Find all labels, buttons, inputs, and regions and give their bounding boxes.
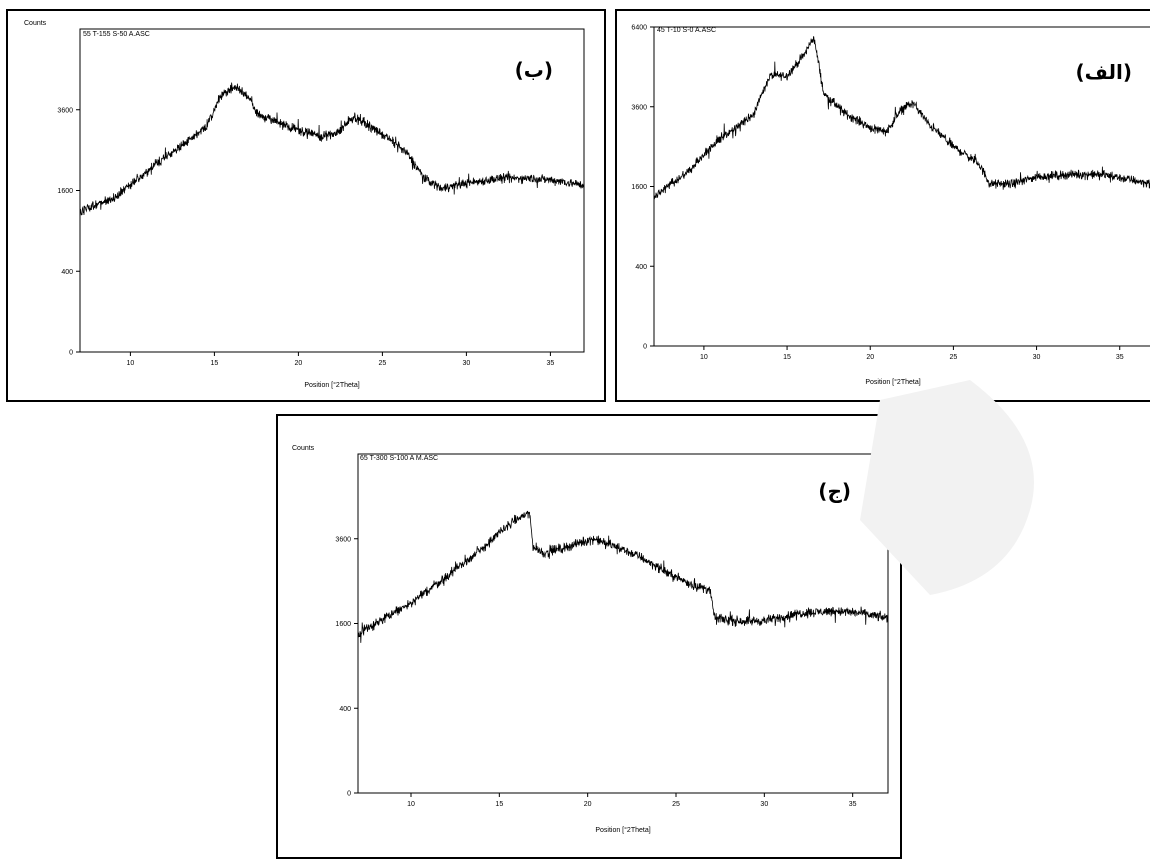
x-tick-label: 35 — [1116, 354, 1124, 361]
x-tick-label: 35 — [849, 801, 857, 808]
x-tick-label: 25 — [379, 360, 387, 367]
file-label: 65 T-300 S-100 A M.ASC — [360, 455, 438, 462]
xrd-series-line — [79, 82, 585, 219]
x-axis-label: Position [°2Theta] — [865, 378, 920, 386]
x-tick-label: 10 — [127, 360, 135, 367]
chart-panel-b: Counts Position [°2Theta] 55 T-155 S-50 … — [6, 9, 606, 402]
file-label: 55 T-155 S-50 A.ASC — [83, 31, 150, 38]
x-tick-label: 20 — [295, 360, 303, 367]
x-axis-label: Position [°2Theta] — [595, 826, 650, 834]
y-tick-label: 400 — [339, 706, 351, 713]
chart-svg-b: Counts Position [°2Theta] 55 T-155 S-50 … — [24, 20, 585, 389]
x-tick-label: 20 — [584, 801, 592, 808]
x-tick-label: 20 — [866, 354, 874, 361]
y-tick-label: 0 — [347, 791, 351, 798]
x-tick-label: 10 — [700, 354, 708, 361]
chart-panel-alef: 45 T-10 S-0 A.ASC Position [°2Theta] (ال… — [615, 9, 1150, 402]
x-tick-label: 10 — [407, 801, 415, 808]
x-tick-label: 25 — [950, 354, 958, 361]
y-tick-label: 3600 — [57, 107, 73, 114]
y-tick-label: 400 — [635, 264, 647, 271]
x-tick-label: 35 — [547, 360, 555, 367]
panel-label: (ج) — [818, 479, 851, 503]
x-tick-label: 30 — [760, 801, 768, 808]
x-tick-label: 15 — [211, 360, 219, 367]
file-label: 45 T-10 S-0 A.ASC — [657, 27, 716, 34]
xrd-series-line — [357, 510, 889, 643]
x-tick-label: 15 — [495, 801, 503, 808]
panel-label: (ب) — [515, 58, 553, 82]
xrd-series-line — [653, 35, 1150, 200]
y-tick-label: 3600 — [335, 536, 351, 543]
x-tick-label: 30 — [463, 360, 471, 367]
y-tick-label: 0 — [69, 350, 73, 357]
chart-svg-alef: 45 T-10 S-0 A.ASC Position [°2Theta] (ال… — [631, 25, 1150, 386]
y-tick-label: 400 — [61, 269, 73, 276]
chart-panel-jim: Counts Position [°2Theta] 65 T-300 S-100… — [276, 414, 902, 859]
y-axis-label: Counts — [292, 445, 315, 452]
x-tick-label: 25 — [672, 801, 680, 808]
y-tick-label: 1600 — [631, 184, 647, 191]
x-axis-label: Position [°2Theta] — [304, 381, 359, 389]
y-axis-label: Counts — [24, 20, 47, 27]
plot-frame — [357, 453, 889, 794]
x-tick-label: 15 — [783, 354, 791, 361]
y-tick-label: 0 — [643, 344, 647, 351]
y-tick-label: 3600 — [631, 104, 647, 111]
y-tick-label: 1600 — [57, 188, 73, 195]
plot-frame — [79, 28, 585, 353]
y-tick-label: 1600 — [335, 621, 351, 628]
panel-label: (الف) — [1076, 60, 1132, 84]
y-tick-label: 6400 — [631, 25, 647, 32]
x-tick-label: 30 — [1033, 354, 1041, 361]
chart-svg-jim: Counts Position [°2Theta] 65 T-300 S-100… — [292, 445, 889, 834]
